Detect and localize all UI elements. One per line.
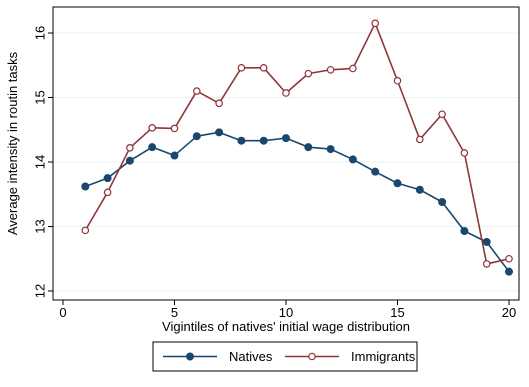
y-tick-label: 14 bbox=[33, 155, 48, 169]
series-immigrants bbox=[81, 19, 513, 268]
data-point-natives bbox=[415, 185, 424, 194]
data-point-immigrants bbox=[81, 226, 90, 235]
data-point-immigrants bbox=[460, 149, 469, 157]
y-tick-label: 16 bbox=[33, 26, 48, 40]
data-point-immigrants bbox=[259, 64, 268, 72]
data-point-natives bbox=[259, 136, 268, 145]
legend: Natives Immigrants bbox=[152, 341, 418, 372]
x-tick-label: 20 bbox=[502, 305, 516, 320]
legend-label: Natives bbox=[229, 349, 273, 364]
data-point-immigrants bbox=[482, 260, 491, 268]
data-point-immigrants bbox=[371, 19, 380, 28]
data-point-natives bbox=[237, 136, 246, 145]
data-point-natives bbox=[326, 145, 335, 154]
data-point-immigrants bbox=[193, 87, 201, 95]
y-tick-label: 12 bbox=[33, 284, 48, 298]
data-point-immigrants bbox=[304, 69, 313, 78]
data-point-immigrants bbox=[148, 124, 157, 132]
data-point-natives bbox=[348, 155, 357, 164]
data-point-natives bbox=[304, 143, 313, 152]
data-point-immigrants bbox=[170, 124, 179, 133]
y-axis-title: Average intensity in routin tasks bbox=[5, 51, 20, 235]
data-point-natives bbox=[371, 167, 380, 176]
series-natives bbox=[81, 128, 513, 276]
legend-item-natives: Natives bbox=[163, 349, 273, 364]
x-tick-label: 5 bbox=[171, 305, 178, 320]
y-tick-label: 15 bbox=[33, 90, 48, 104]
data-point-immigrants bbox=[505, 254, 513, 263]
data-point-immigrants bbox=[126, 144, 134, 152]
data-point-immigrants bbox=[282, 89, 290, 97]
x-tick-label: 15 bbox=[390, 305, 404, 320]
data-point-natives bbox=[438, 197, 447, 206]
legend-label: Immigrants bbox=[351, 349, 416, 364]
data-point-natives bbox=[81, 182, 90, 191]
data-point-immigrants bbox=[415, 135, 424, 144]
data-point-natives bbox=[482, 237, 491, 246]
data-point-immigrants bbox=[393, 76, 402, 85]
data-point-natives bbox=[460, 227, 469, 236]
axis-ticks: 12 13 14 15 16 0 5 10 15 20 bbox=[33, 26, 517, 320]
series-layer bbox=[81, 19, 513, 276]
data-point-natives bbox=[504, 267, 513, 276]
data-point-natives bbox=[393, 179, 402, 188]
data-point-natives bbox=[192, 132, 201, 141]
data-point-natives bbox=[125, 156, 134, 165]
data-point-immigrants bbox=[326, 65, 335, 74]
legend-item-immigrants: Immigrants bbox=[285, 349, 416, 364]
data-point-immigrants bbox=[103, 188, 112, 197]
data-point-natives bbox=[170, 151, 179, 160]
data-point-immigrants bbox=[349, 64, 357, 73]
x-axis-title: Vigintiles of natives' initial wage dist… bbox=[162, 319, 410, 334]
data-point-natives bbox=[148, 143, 157, 152]
x-tick-label: 10 bbox=[279, 305, 293, 320]
data-point-immigrants bbox=[438, 110, 446, 119]
data-point-natives bbox=[103, 174, 112, 183]
data-point-immigrants bbox=[215, 99, 223, 108]
legend-swatch-marker bbox=[185, 352, 194, 361]
y-tick-label: 13 bbox=[33, 219, 48, 233]
data-point-immigrants bbox=[237, 64, 246, 72]
legend-swatch-marker bbox=[308, 352, 316, 361]
x-tick-label: 0 bbox=[59, 305, 66, 320]
data-point-natives bbox=[281, 134, 290, 143]
data-point-natives bbox=[215, 128, 224, 137]
